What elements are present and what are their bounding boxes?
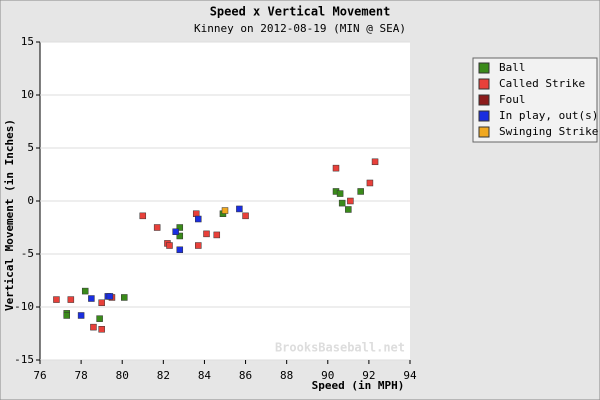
point	[332, 164, 340, 172]
legend-swatch	[478, 94, 490, 106]
point	[63, 312, 70, 319]
point	[139, 212, 147, 220]
point	[176, 232, 184, 240]
chart-subtitle: Kinney on 2012-08-19 (MIN @ SEA)	[194, 22, 406, 35]
x-tick-label: 90	[321, 369, 334, 382]
point	[90, 323, 97, 331]
point	[106, 293, 114, 300]
point	[347, 197, 354, 205]
legend: Ball Called Strike Foul In play, out(s) Swin…	[472, 57, 598, 143]
y-tick-label: -15	[14, 353, 34, 366]
y-tick-label: -5	[21, 247, 34, 260]
point	[98, 299, 105, 307]
point	[336, 190, 344, 197]
point	[67, 296, 75, 303]
point	[195, 215, 202, 223]
point	[338, 199, 346, 207]
legend-swatch	[478, 110, 490, 122]
x-tick-label: 86	[239, 369, 252, 382]
point	[176, 246, 184, 254]
y-tick-label: 0	[27, 194, 34, 207]
y-tick-label: -10	[14, 300, 34, 313]
point	[242, 212, 249, 220]
point	[366, 179, 374, 187]
point	[357, 188, 364, 195]
point	[213, 231, 221, 239]
point	[195, 242, 202, 249]
x-tick-label: 82	[157, 369, 170, 382]
point	[236, 205, 243, 213]
x-tick-label: 76	[33, 369, 46, 382]
point	[121, 294, 128, 301]
legend-swatch	[478, 62, 490, 74]
point	[371, 158, 379, 166]
x-axis-label: Speed (in MPH)	[312, 379, 405, 392]
point	[77, 312, 85, 319]
x-tick-label: 92	[362, 369, 375, 382]
point	[96, 315, 103, 322]
legend-box	[472, 57, 598, 143]
legend-label: Swinging Strike	[499, 125, 598, 138]
legend-label: In play, out(s)	[499, 109, 598, 122]
point	[53, 296, 60, 303]
y-tick-label: 5	[27, 141, 34, 154]
point	[166, 242, 173, 249]
point	[172, 228, 179, 235]
point	[88, 295, 95, 302]
y-tick-label: 15	[21, 35, 34, 48]
legend-swatch	[478, 78, 490, 90]
legend-swatch	[478, 126, 490, 138]
point	[81, 287, 89, 295]
x-tick-label: 80	[116, 369, 129, 382]
x-tick-label: 78	[74, 369, 87, 382]
point	[153, 224, 161, 231]
watermark: BrooksBaseball.net	[275, 341, 405, 355]
legend-label: Foul	[499, 93, 526, 106]
point	[221, 207, 229, 214]
point	[176, 224, 184, 231]
x-tick-label: 94	[403, 369, 417, 382]
y-tick-label: 10	[21, 88, 34, 101]
y-axis-label: Vertical Movement (in Inches)	[3, 119, 16, 311]
x-tick-label: 88	[280, 369, 293, 382]
x-tick-label: 84	[198, 369, 212, 382]
legend-label: Called Strike	[499, 77, 585, 90]
point	[98, 326, 105, 333]
legend-label: Ball	[499, 61, 526, 74]
chart-title: Speed x Vertical Movement	[210, 5, 391, 19]
point	[345, 206, 352, 213]
point	[203, 230, 210, 238]
